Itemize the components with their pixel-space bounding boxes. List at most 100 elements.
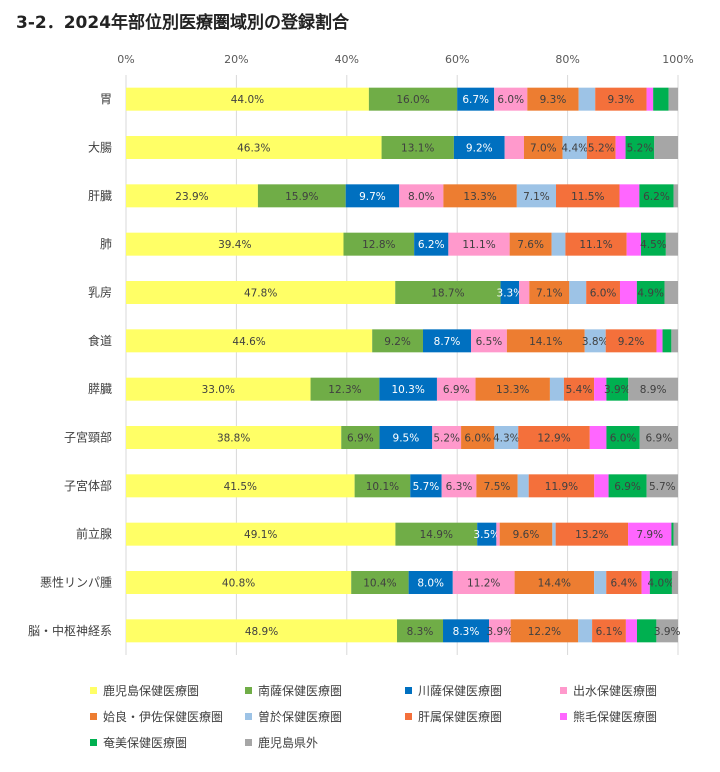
data-label: 10.1%: [366, 481, 399, 493]
data-label: 14.9%: [420, 529, 453, 541]
data-label: 5.2%: [433, 433, 460, 445]
legend-item: 肝属保健医療圏: [405, 708, 502, 725]
data-label: 16.0%: [396, 94, 429, 106]
bar-segment: [506, 329, 585, 353]
data-label: 9.2%: [466, 143, 493, 155]
bar-segment: [606, 426, 640, 449]
data-label: 5.7%: [649, 481, 676, 493]
legend-swatch: [245, 713, 252, 720]
legend-label: 鹿児島保健医療圏: [103, 684, 200, 698]
bar-segment: [441, 474, 477, 498]
data-label: 4.9%: [637, 288, 664, 300]
bar-segment: [551, 232, 566, 256]
bar-segment: [354, 474, 411, 498]
data-label: 7.6%: [517, 239, 544, 251]
bar-segment: [126, 87, 369, 111]
bar-segment: [477, 522, 497, 546]
bar-segment: [619, 184, 640, 208]
bar-segment: [578, 87, 596, 111]
data-label: 5.2%: [627, 143, 654, 155]
category-label: 食道: [88, 333, 112, 348]
legend-item: 鹿児島保健医療圏: [90, 682, 199, 699]
bar-segment: [461, 426, 495, 449]
category-label: 前立腺: [76, 526, 112, 541]
bar-segment: [395, 522, 478, 546]
legend-item: 奄美保健医療圏: [90, 734, 187, 751]
data-label: 39.4%: [218, 239, 251, 251]
legend-item: 南薩保健医療圏: [245, 682, 342, 699]
data-label: 9.3%: [608, 94, 635, 106]
bar-segment: [595, 87, 647, 111]
bar-segment: [527, 87, 579, 111]
bar-segment: [653, 87, 669, 111]
data-label: 3.3%: [497, 288, 524, 300]
legend-label: 鹿児島県外: [258, 736, 319, 750]
data-label: 11.5%: [571, 191, 604, 203]
data-label: 7.0%: [530, 143, 557, 155]
data-label: 3.5%: [473, 529, 500, 541]
data-label: 14.4%: [538, 578, 571, 590]
bar-segment: [519, 281, 530, 304]
legend-label: 南薩保健医療圏: [258, 684, 343, 698]
data-label: 6.3%: [446, 481, 473, 493]
legend-swatch: [560, 687, 567, 694]
legend-label: 肝属保健医療圏: [418, 710, 503, 724]
data-label: 13.2%: [575, 529, 608, 541]
x-tick-label: 20%: [224, 53, 248, 66]
data-label: 9.2%: [618, 336, 645, 348]
chart-title: 3-2．2024年部位別医療圏域別の登録割合: [16, 13, 350, 33]
data-label: 7.9%: [636, 529, 663, 541]
category-label: 子宮頸部: [64, 430, 112, 445]
data-label: 15.9%: [285, 191, 318, 203]
bar-segment: [372, 329, 423, 353]
data-label: 9.2%: [384, 336, 411, 348]
data-label: 11.2%: [467, 578, 500, 590]
bar-segment: [671, 571, 678, 594]
legend-swatch: [405, 687, 412, 694]
data-label: 12.9%: [537, 433, 570, 445]
bar-segment: [452, 571, 515, 594]
x-tick-label: 40%: [335, 53, 359, 66]
data-label: 38.8%: [217, 433, 250, 445]
bar-segment: [432, 426, 462, 449]
chart-plot: 0% 20% 40% 60% 80% 100% 胃 44.0% 16.0% 6.7% 6.0% 9.3…: [28, 53, 694, 655]
bar-segment: [668, 87, 678, 111]
legend-swatch: [560, 713, 567, 720]
bar-segment: [510, 619, 579, 643]
bar-segment: [509, 232, 552, 256]
data-label: 7.1%: [536, 288, 563, 300]
data-label: 11.1%: [462, 239, 495, 251]
bar-segment: [453, 136, 505, 159]
bar-segment: [381, 136, 454, 159]
data-label: 10.4%: [363, 578, 396, 590]
bar-segment: [395, 281, 501, 304]
bar-segment: [584, 329, 606, 353]
category-label: 胃: [100, 92, 112, 106]
legend-swatch: [90, 713, 97, 720]
legend-item: 川薩保健医療圏: [405, 682, 502, 699]
data-label: 6.9%: [646, 433, 673, 445]
bar-segment: [636, 619, 657, 643]
data-label: 8.9%: [640, 384, 667, 396]
legend-item: 鹿児島県外: [245, 734, 318, 751]
data-label: 6.0%: [590, 288, 617, 300]
data-label: 3.9%: [486, 626, 513, 638]
bar-segment: [422, 329, 471, 353]
bar-segment: [636, 281, 665, 304]
bar-segment: [628, 522, 672, 546]
bar-segment: [671, 522, 674, 546]
data-label: 18.7%: [431, 288, 464, 300]
data-label: 13.1%: [401, 143, 434, 155]
data-label: 6.4%: [611, 578, 638, 590]
category-label: 肝臓: [88, 189, 112, 203]
category-label: 乳房: [88, 285, 112, 300]
data-label: 47.8%: [244, 288, 277, 300]
bar-segment: [586, 136, 616, 159]
data-label: 49.1%: [244, 529, 277, 541]
data-label: 40.8%: [222, 578, 255, 590]
data-label: 10.3%: [391, 384, 424, 396]
bar-segment: [555, 522, 629, 546]
bar-segment: [649, 571, 672, 594]
bar-segment: [619, 281, 637, 304]
data-label: 8.0%: [417, 578, 444, 590]
